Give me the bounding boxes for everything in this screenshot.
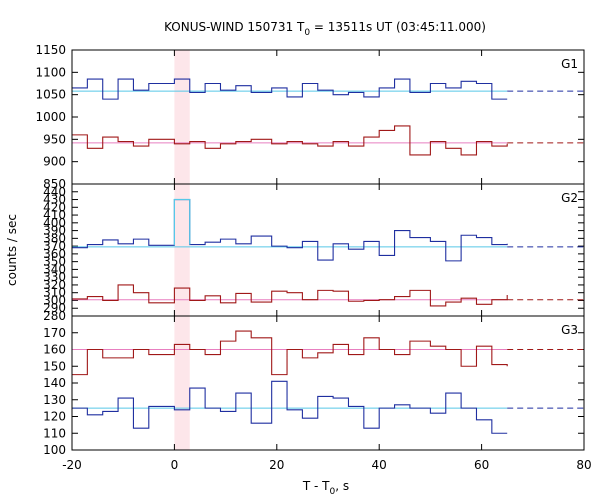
x-axis-label-main: T - T <box>302 479 330 493</box>
panel-g3-frame <box>71 315 585 451</box>
panel-g1-ytick-label: 1150 <box>35 43 66 57</box>
chart-title: KONUS-WIND 150731 T0 = 13511s UT (03:45:… <box>164 20 486 38</box>
panel-g3-ytick-label: 170 <box>43 326 66 340</box>
panel-g2-ytick-label: 360 <box>43 247 66 261</box>
panel-g2-series-red-histogram <box>72 284 508 307</box>
x-tick-label: -20 <box>62 458 82 472</box>
x-axis-label: T - T0, s <box>302 479 349 497</box>
panel-g3-ytick-label: 140 <box>43 376 66 390</box>
panel-g1-ytick-label: 1100 <box>35 65 66 79</box>
panel-g3-ytick-label: 160 <box>43 343 66 357</box>
y-axis-label: counts / sec <box>5 214 19 286</box>
x-axis-label-sub: 0 <box>330 487 336 497</box>
panel-g2-ytick-label: 350 <box>43 255 66 269</box>
x-tick-label: 60 <box>474 458 489 472</box>
chart-title-rest: = 13511s UT (03:45:11.000) <box>310 20 486 34</box>
panel-g1-ytick-label: 950 <box>43 132 66 146</box>
panel-g2-ytick-label: 320 <box>43 278 66 292</box>
chart-title-sub: 0 <box>304 28 310 38</box>
panel-g2-ytick-label: 310 <box>43 286 66 300</box>
panel-g2-ytick-label: 290 <box>43 301 66 315</box>
x-tick-label: 0 <box>171 458 179 472</box>
x-tick-label: 80 <box>576 458 591 472</box>
panel-g3-ytick-label: 120 <box>43 410 66 424</box>
panel-g2-series-blue-histogram <box>72 198 508 262</box>
panel-g3-ytick-label: 100 <box>43 443 66 457</box>
panel-g1-ytick-label: 850 <box>43 177 66 191</box>
panel-g2-ytick-label: 410 <box>43 208 66 222</box>
panel-g2-ytick-label: 380 <box>43 231 66 245</box>
panel-g2-ytick-label: 390 <box>43 224 66 238</box>
panel-g3-ytick-label: 110 <box>43 426 66 440</box>
panel-g1-label: G1 <box>561 57 578 71</box>
chart-title-main: KONUS-WIND 150731 T <box>164 20 305 34</box>
panel-g1-series-red-histogram <box>72 125 508 156</box>
panel-g1-ytick-label: 1050 <box>35 88 66 102</box>
panel-g1-ytick-label: 900 <box>43 155 66 169</box>
panel-g2-ytick-label: 430 <box>43 193 66 207</box>
panel-g1-ytick-label: 1000 <box>35 110 66 124</box>
panel-g1-series-blue-histogram <box>72 78 508 100</box>
x-tick-label: 20 <box>269 458 284 472</box>
highlight-band <box>174 50 190 450</box>
panel-g2-ytick-label: 340 <box>43 262 66 276</box>
plot-layer: 8509009501000105011001150G12802903003103… <box>35 43 591 472</box>
panel-g2-ytick-label: 300 <box>43 293 66 307</box>
panel-g3-series-blue-histogram <box>72 380 508 434</box>
panel-g2-series-blue-highlight-bin <box>173 198 191 246</box>
panel-g2-label: G2 <box>561 191 578 205</box>
panel-g2-ytick-label: 330 <box>43 270 66 284</box>
panel-g3-label: G3 <box>561 323 578 337</box>
x-axis-label-rest: , s <box>335 479 349 493</box>
panel-g2-ytick-label: 370 <box>43 239 66 253</box>
panel-g1-frame <box>71 49 585 185</box>
panel-g2-ytick-label: 280 <box>43 309 66 323</box>
panel-g2-ytick-label: 420 <box>43 200 66 214</box>
panel-g2-ytick-label: 400 <box>43 216 66 230</box>
panel-g3-series-red-histogram <box>72 330 508 376</box>
x-tick-label: 40 <box>372 458 387 472</box>
panel-g2-ytick-label: 440 <box>43 185 66 199</box>
panel-g3-ytick-label: 130 <box>43 393 66 407</box>
panel-g3-ytick-label: 150 <box>43 359 66 373</box>
